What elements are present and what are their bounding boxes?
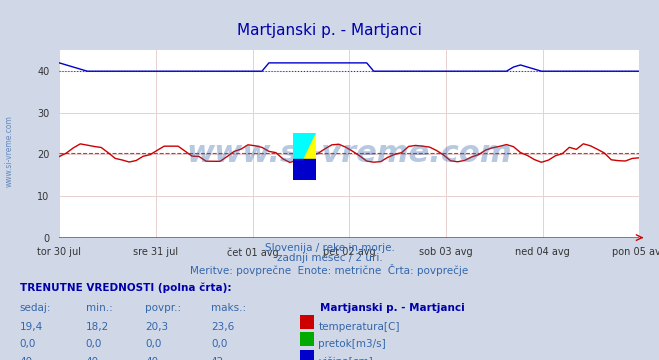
Text: 40: 40 <box>86 357 99 360</box>
Text: temperatura[C]: temperatura[C] <box>318 322 400 332</box>
Polygon shape <box>293 133 316 180</box>
Text: Slovenija / reke in morje.: Slovenija / reke in morje. <box>264 243 395 253</box>
Text: TRENUTNE VREDNOSTI (polna črta):: TRENUTNE VREDNOSTI (polna črta): <box>20 283 231 293</box>
Text: 40: 40 <box>145 357 158 360</box>
Text: povpr.:: povpr.: <box>145 303 181 314</box>
Text: 20,3: 20,3 <box>145 322 168 332</box>
Text: 23,6: 23,6 <box>211 322 234 332</box>
Text: Meritve: povprečne  Enote: metrične  Črta: povprečje: Meritve: povprečne Enote: metrične Črta:… <box>190 264 469 276</box>
Text: 19,4: 19,4 <box>20 322 43 332</box>
Text: maks.:: maks.: <box>211 303 246 314</box>
Polygon shape <box>293 133 316 180</box>
Text: pretok[m3/s]: pretok[m3/s] <box>318 339 386 350</box>
Text: www.si-vreme.com: www.si-vreme.com <box>186 139 512 168</box>
Text: sedaj:: sedaj: <box>20 303 51 314</box>
Text: Martjanski p. - Martjanci: Martjanski p. - Martjanci <box>320 303 465 314</box>
Text: zadnji mesec / 2 uri.: zadnji mesec / 2 uri. <box>277 253 382 264</box>
Text: 18,2: 18,2 <box>86 322 109 332</box>
Text: 0,0: 0,0 <box>20 339 36 350</box>
Text: www.si-vreme.com: www.si-vreme.com <box>5 115 14 187</box>
Text: 0,0: 0,0 <box>211 339 227 350</box>
Text: 40: 40 <box>20 357 33 360</box>
Polygon shape <box>293 159 316 180</box>
Text: 0,0: 0,0 <box>145 339 161 350</box>
Text: 0,0: 0,0 <box>86 339 102 350</box>
Text: Martjanski p. - Martjanci: Martjanski p. - Martjanci <box>237 23 422 39</box>
Text: min.:: min.: <box>86 303 113 314</box>
Text: višina[cm]: višina[cm] <box>318 357 373 360</box>
Text: 42: 42 <box>211 357 224 360</box>
